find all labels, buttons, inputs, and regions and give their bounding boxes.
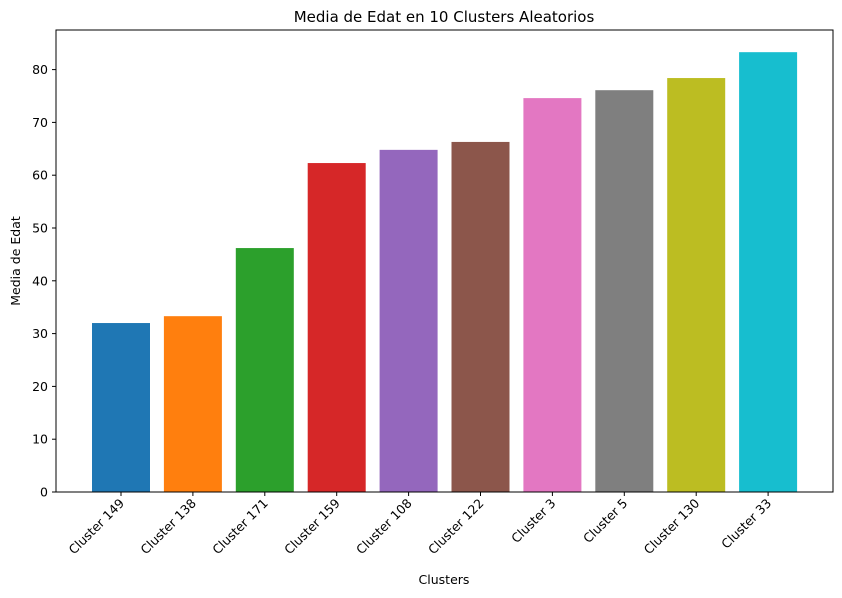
x-tick-label: Cluster 5 (580, 496, 630, 546)
x-tick-label: Cluster 138 (137, 495, 199, 557)
x-tick-label: Cluster 108 (353, 495, 415, 557)
y-tick-label: 50 (32, 221, 48, 236)
y-tick-label: 70 (32, 115, 48, 130)
bars-group (92, 52, 798, 493)
y-tick-label: 40 (32, 273, 48, 288)
plot-frame (55, 29, 834, 493)
x-tick-label: Cluster 130 (641, 495, 703, 557)
x-axis-label: Clusters (419, 572, 470, 587)
y-tick-label: 10 (32, 432, 48, 447)
x-tick-label: Cluster 3 (508, 496, 558, 546)
x-tick-label: Cluster 159 (281, 495, 343, 557)
chart-title: Media de Edat en 10 Clusters Aleatorios (294, 8, 595, 26)
x-tick-label: Cluster 122 (425, 496, 487, 558)
bar-cluster-149 (92, 323, 150, 492)
bar-cluster-33 (739, 52, 798, 493)
x-tick-label: Cluster 149 (65, 495, 127, 557)
y-tick-label: 60 (32, 168, 48, 183)
bar-cluster-159 (307, 163, 366, 492)
bar-cluster-5 (595, 90, 654, 492)
bar-cluster-108 (379, 149, 438, 492)
bar-cluster-130 (667, 78, 726, 492)
x-axis: Cluster 149 Cluster 138 Cluster 171 Cluster… (65, 492, 774, 557)
y-tick-label: 0 (40, 485, 48, 500)
bar-cluster-138 (163, 316, 222, 492)
y-tick-label: 80 (32, 62, 48, 77)
y-axis-label: Media de Edat (8, 216, 23, 306)
y-axis: 0 10 20 30 40 50 60 70 80 (32, 62, 56, 500)
y-tick-label: 20 (32, 379, 48, 394)
bar-cluster-171 (235, 248, 294, 492)
bar-cluster-122 (451, 141, 510, 492)
x-tick-label: Cluster 33 (718, 496, 774, 552)
bar-cluster-3 (523, 98, 582, 492)
x-tick-label: Cluster 171 (209, 496, 271, 558)
y-tick-label: 30 (32, 326, 48, 341)
